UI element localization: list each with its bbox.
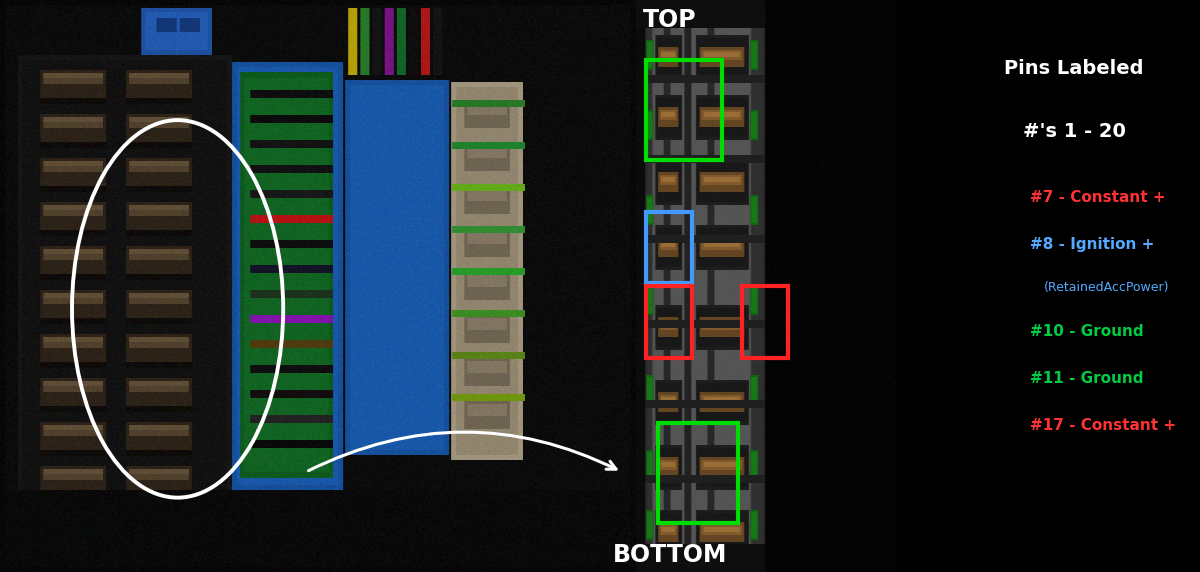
- Bar: [646, 212, 691, 283]
- Bar: [646, 286, 691, 358]
- Text: #7 - Constant +: #7 - Constant +: [1030, 190, 1165, 205]
- Text: BOTTOM: BOTTOM: [612, 543, 727, 567]
- Bar: [742, 286, 788, 358]
- Bar: [658, 423, 738, 523]
- Text: #17 - Constant +: #17 - Constant +: [1030, 418, 1176, 433]
- Bar: [646, 60, 721, 160]
- Text: #'s 1 - 20: #'s 1 - 20: [1022, 122, 1126, 141]
- Text: Pins Labeled: Pins Labeled: [1004, 59, 1144, 78]
- Text: TOP: TOP: [643, 8, 696, 32]
- Text: (RetainedAccPower): (RetainedAccPower): [1044, 281, 1170, 294]
- Text: #8 - Ignition +: #8 - Ignition +: [1030, 237, 1154, 252]
- Text: #10 - Ground: #10 - Ground: [1030, 324, 1144, 339]
- Text: #11 - Ground: #11 - Ground: [1030, 371, 1144, 386]
